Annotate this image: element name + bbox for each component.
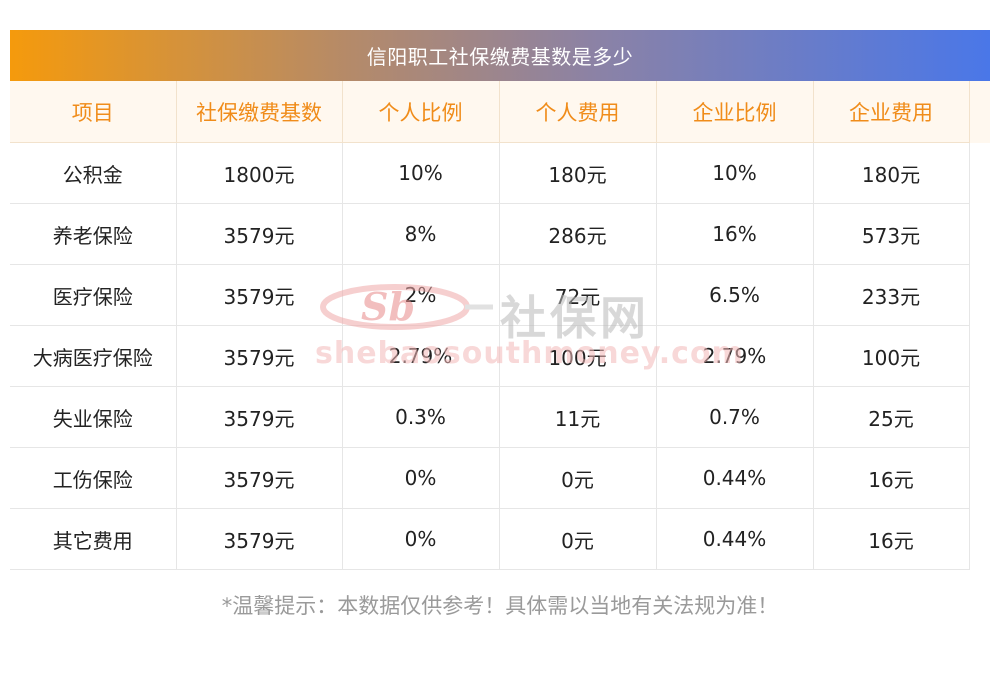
cell-personal-rate: 0% bbox=[342, 508, 500, 570]
cell-base: 3579元 bbox=[176, 264, 343, 326]
cell-base: 3579元 bbox=[176, 203, 343, 265]
cell-personal-cost: 11元 bbox=[499, 386, 657, 448]
cell-personal-rate: 10% bbox=[342, 142, 500, 204]
column-header-item: 项目 bbox=[10, 81, 177, 143]
cell-item: 工伤保险 bbox=[10, 447, 177, 509]
cell-personal-cost: 0元 bbox=[499, 508, 657, 570]
disclaimer-note: *温馨提示：本数据仅供参考！具体需以当地有关法规为准！ bbox=[221, 594, 779, 618]
column-header-base: 社保缴费基数 bbox=[176, 81, 343, 143]
cell-base: 1800元 bbox=[176, 142, 343, 204]
cell-personal-rate: 2.79% bbox=[342, 325, 500, 387]
header-padding bbox=[969, 81, 990, 143]
table-row: 工伤保险 3579元 0% 0元 0.44% 16元 bbox=[10, 447, 990, 509]
row-padding bbox=[969, 203, 990, 265]
cell-company-cost: 573元 bbox=[813, 203, 970, 265]
cell-personal-cost: 286元 bbox=[499, 203, 657, 265]
title-banner: 信阳职工社保缴费基数是多少 bbox=[10, 30, 990, 81]
cell-item: 失业保险 bbox=[10, 386, 177, 448]
column-header-personal-cost: 个人费用 bbox=[499, 81, 657, 143]
cell-personal-rate: 8% bbox=[342, 203, 500, 265]
table-row: 医疗保险 3579元 2% 72元 6.5% 233元 bbox=[10, 264, 990, 326]
table-row: 公积金 1800元 10% 180元 10% 180元 bbox=[10, 142, 990, 204]
cell-item: 其它费用 bbox=[10, 508, 177, 570]
page-title: 信阳职工社保缴费基数是多少 bbox=[366, 45, 634, 69]
cell-company-rate: 2.79% bbox=[656, 325, 814, 387]
table-row: 失业保险 3579元 0.3% 11元 0.7% 25元 bbox=[10, 386, 990, 448]
table-row: 养老保险 3579元 8% 286元 16% 573元 bbox=[10, 203, 990, 265]
row-padding bbox=[969, 325, 990, 387]
social-insurance-table: 项目 社保缴费基数 个人比例 个人费用 企业比例 企业费用 公积金 1800元 … bbox=[10, 81, 990, 570]
cell-company-rate: 0.44% bbox=[656, 447, 814, 509]
cell-company-cost: 233元 bbox=[813, 264, 970, 326]
row-padding bbox=[969, 386, 990, 448]
column-header-company-rate: 企业比例 bbox=[656, 81, 814, 143]
cell-personal-rate: 0% bbox=[342, 447, 500, 509]
cell-personal-cost: 72元 bbox=[499, 264, 657, 326]
cell-item: 医疗保险 bbox=[10, 264, 177, 326]
cell-personal-rate: 2% bbox=[342, 264, 500, 326]
cell-company-cost: 16元 bbox=[813, 447, 970, 509]
cell-company-rate: 10% bbox=[656, 142, 814, 204]
cell-company-rate: 16% bbox=[656, 203, 814, 265]
cell-personal-rate: 0.3% bbox=[342, 386, 500, 448]
column-header-personal-rate: 个人比例 bbox=[342, 81, 500, 143]
table-header-row: 项目 社保缴费基数 个人比例 个人费用 企业比例 企业费用 bbox=[10, 81, 990, 143]
cell-company-rate: 0.44% bbox=[656, 508, 814, 570]
row-padding bbox=[969, 508, 990, 570]
cell-personal-cost: 100元 bbox=[499, 325, 657, 387]
table-row: 其它费用 3579元 0% 0元 0.44% 16元 bbox=[10, 508, 990, 570]
cell-company-cost: 100元 bbox=[813, 325, 970, 387]
cell-item: 公积金 bbox=[10, 142, 177, 204]
cell-company-cost: 25元 bbox=[813, 386, 970, 448]
cell-company-rate: 6.5% bbox=[656, 264, 814, 326]
table-row: 大病医疗保险 3579元 2.79% 100元 2.79% 100元 bbox=[10, 325, 990, 387]
cell-base: 3579元 bbox=[176, 325, 343, 387]
cell-company-cost: 16元 bbox=[813, 508, 970, 570]
cell-base: 3579元 bbox=[176, 386, 343, 448]
cell-personal-cost: 180元 bbox=[499, 142, 657, 204]
column-header-company-cost: 企业费用 bbox=[813, 81, 970, 143]
row-padding bbox=[969, 264, 990, 326]
cell-item: 大病医疗保险 bbox=[10, 325, 177, 387]
cell-company-cost: 180元 bbox=[813, 142, 970, 204]
row-padding bbox=[969, 142, 990, 204]
row-padding bbox=[969, 447, 990, 509]
cell-item: 养老保险 bbox=[10, 203, 177, 265]
cell-base: 3579元 bbox=[176, 447, 343, 509]
cell-personal-cost: 0元 bbox=[499, 447, 657, 509]
cell-company-rate: 0.7% bbox=[656, 386, 814, 448]
cell-base: 3579元 bbox=[176, 508, 343, 570]
